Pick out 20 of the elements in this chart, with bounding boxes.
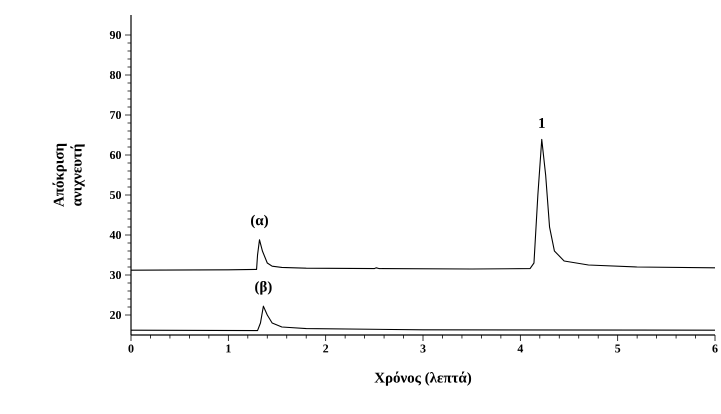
- x-axis-title: Χρόνος (λεπτά): [374, 371, 472, 386]
- annotation: 1: [539, 118, 545, 128]
- x-tick-label: 6: [712, 344, 718, 353]
- y-tick-label: 30: [110, 270, 122, 280]
- y-tick-label: 40: [110, 230, 122, 240]
- y-tick-label: 90: [110, 30, 122, 40]
- x-tick-label: 1: [226, 344, 231, 352]
- y-tick-label: 80: [110, 70, 122, 80]
- x-tick-label: 3: [420, 344, 426, 353]
- x-tick-label: 5: [615, 344, 620, 352]
- annotation: (β): [255, 280, 272, 295]
- y-tick-label: 20: [110, 310, 122, 320]
- y-axis-title: Απόκριση ανιχνευτή: [52, 144, 85, 207]
- y-tick-label: 50: [110, 190, 122, 200]
- annotation: (α): [250, 214, 268, 228]
- y-tick-label: 60: [110, 150, 122, 160]
- x-tick-label: 2: [323, 344, 328, 352]
- y-tick-label: 70: [110, 110, 122, 120]
- x-tick-label: 4: [518, 344, 524, 352]
- x-tick-label: 0: [128, 344, 134, 353]
